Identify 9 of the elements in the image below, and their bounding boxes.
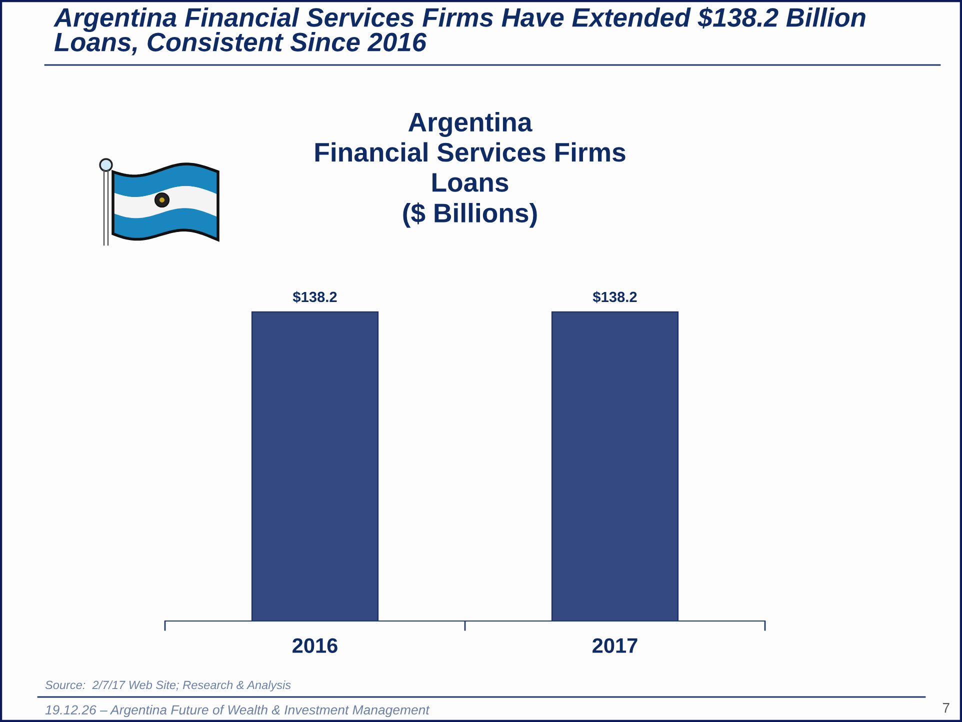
data-label: $138.2	[292, 291, 337, 304]
text: 19.12.26 – Argentina Future of Wealth & Investment Management	[45, 704, 430, 718]
source-note: Source: 2/7/17 Web Site; Research & Analysis	[45, 680, 291, 692]
text: 7	[942, 703, 950, 713]
x-tick-label: 2016	[292, 638, 338, 653]
chart-title: Argentina Financial Services Firms Have Extended $138.2 Billion Loans, Consistent Since 2016	[53, 7, 866, 56]
chart-subtitle: Argentina Financial Services Firms Loans ($ Billions)	[315, 112, 626, 228]
x-tick-label: 2017	[592, 638, 638, 653]
data-label: $138.2	[592, 291, 637, 304]
